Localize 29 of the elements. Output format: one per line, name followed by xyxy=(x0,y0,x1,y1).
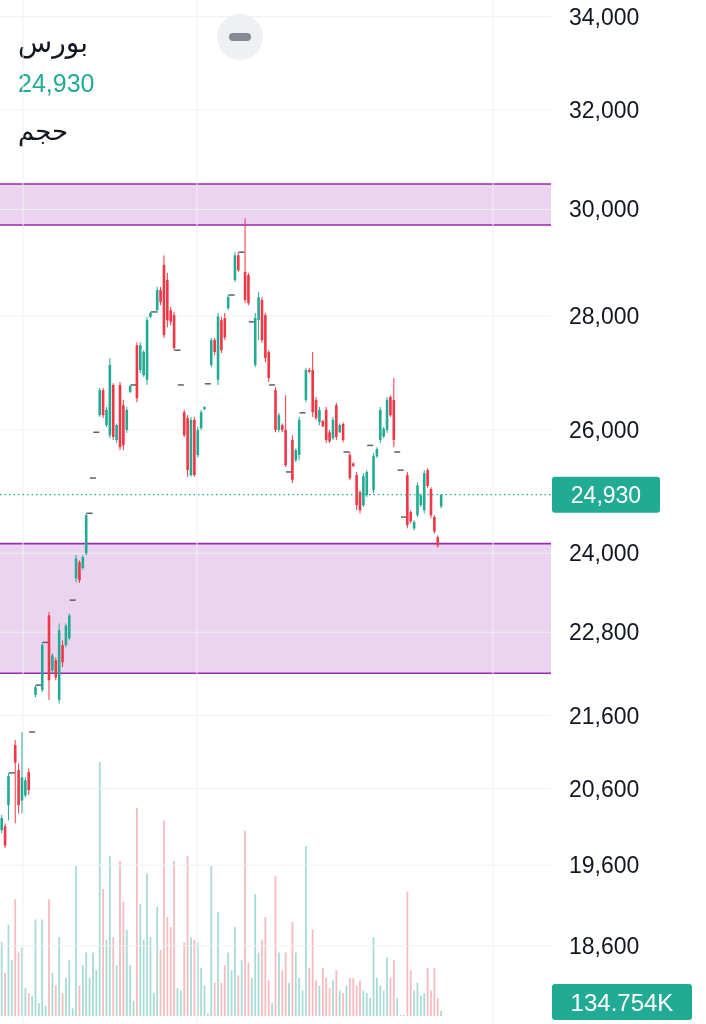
candlestick xyxy=(318,406,321,426)
y-tick-label: 24,000 xyxy=(569,540,640,567)
annotation: 134.754K xyxy=(570,989,674,1016)
candlestick xyxy=(0,814,3,834)
candlestick xyxy=(27,767,31,796)
candlestick xyxy=(24,776,27,799)
candlestick xyxy=(78,559,81,584)
y-tick-label: 21,600 xyxy=(569,702,640,729)
candlestick xyxy=(237,251,240,273)
y-tick-label: 20,600 xyxy=(569,775,640,802)
subtitle: 24,930 xyxy=(18,69,95,97)
y-tick-label: 34,000 xyxy=(569,3,640,30)
candlestick xyxy=(13,739,17,824)
y-tick-label: 18,600 xyxy=(569,932,640,959)
annotation: حجم xyxy=(18,116,69,146)
y-tick-label: 32,000 xyxy=(569,97,640,124)
y-tick-label: 19,600 xyxy=(569,852,640,879)
title: بورس xyxy=(18,26,88,59)
y-tick-label: 22,800 xyxy=(569,619,640,646)
ref-line-label: 24,930 xyxy=(570,481,642,508)
candlestick xyxy=(54,656,58,681)
candlestick xyxy=(115,422,118,444)
candlestick xyxy=(51,652,54,674)
y-tick-label: 30,000 xyxy=(569,196,640,223)
candlestick xyxy=(426,467,429,489)
y-tick-label: 26,000 xyxy=(569,416,640,443)
y-tick-label: 28,000 xyxy=(569,302,640,329)
candlestick xyxy=(125,406,129,434)
candlestick xyxy=(61,639,64,668)
